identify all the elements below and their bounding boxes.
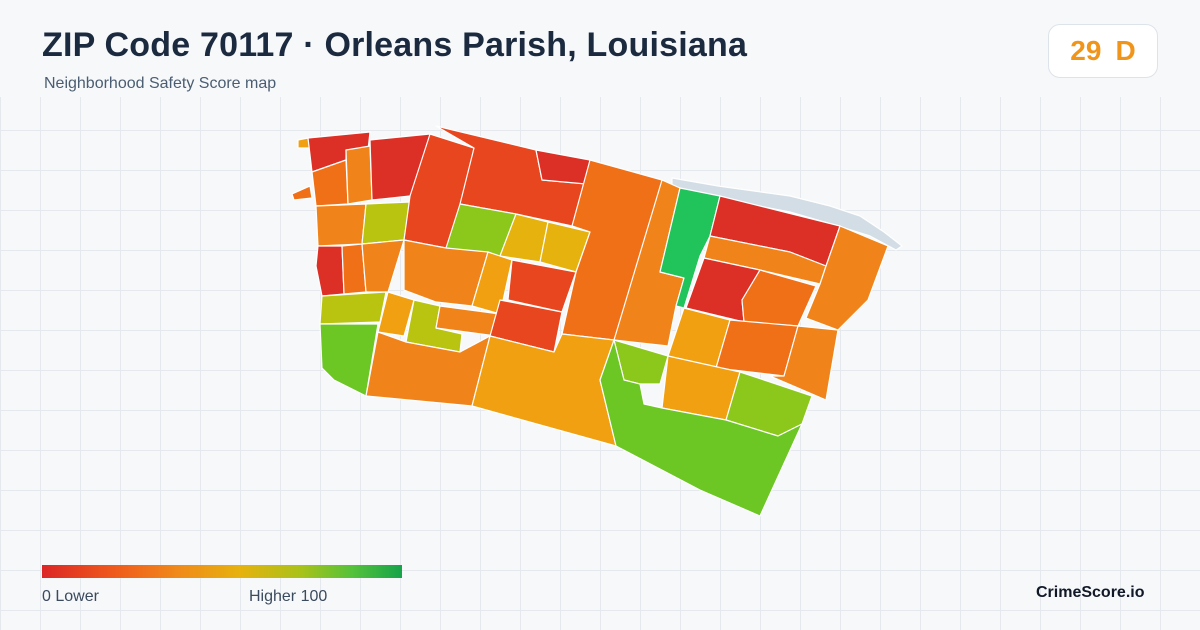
map-region[interactable]: [345, 145, 373, 205]
page-title: ZIP Code 70117 · Orleans Parish, Louisia…: [42, 26, 748, 64]
map-region[interactable]: [715, 319, 799, 377]
map-region[interactable]: [805, 225, 889, 331]
map-region[interactable]: [315, 203, 367, 247]
safety-grade: D: [1115, 35, 1136, 66]
map-region[interactable]: [769, 325, 839, 401]
map-region[interactable]: [471, 333, 617, 447]
map-region[interactable]: [315, 245, 345, 297]
brand-logo-text: CrimeScore.io: [1036, 584, 1145, 601]
map-region[interactable]: [377, 291, 415, 337]
map-region[interactable]: [291, 185, 313, 201]
legend-min-label: 0 Lower: [42, 588, 99, 605]
legend-max-label: Higher 100: [249, 588, 328, 605]
safety-score-color-legend: [42, 565, 402, 578]
map-region[interactable]: [361, 201, 411, 245]
map-region[interactable]: [599, 339, 803, 517]
map-region[interactable]: [361, 239, 405, 293]
map-region[interactable]: [319, 291, 387, 325]
header-band: [0, 0, 1200, 97]
safety-score-badge: 29 D: [1048, 24, 1158, 78]
safety-score-value: 29: [1070, 35, 1102, 66]
map-region[interactable]: [319, 323, 379, 397]
map-region[interactable]: [535, 149, 591, 185]
page-subtitle: Neighborhood Safety Score map: [44, 75, 277, 92]
